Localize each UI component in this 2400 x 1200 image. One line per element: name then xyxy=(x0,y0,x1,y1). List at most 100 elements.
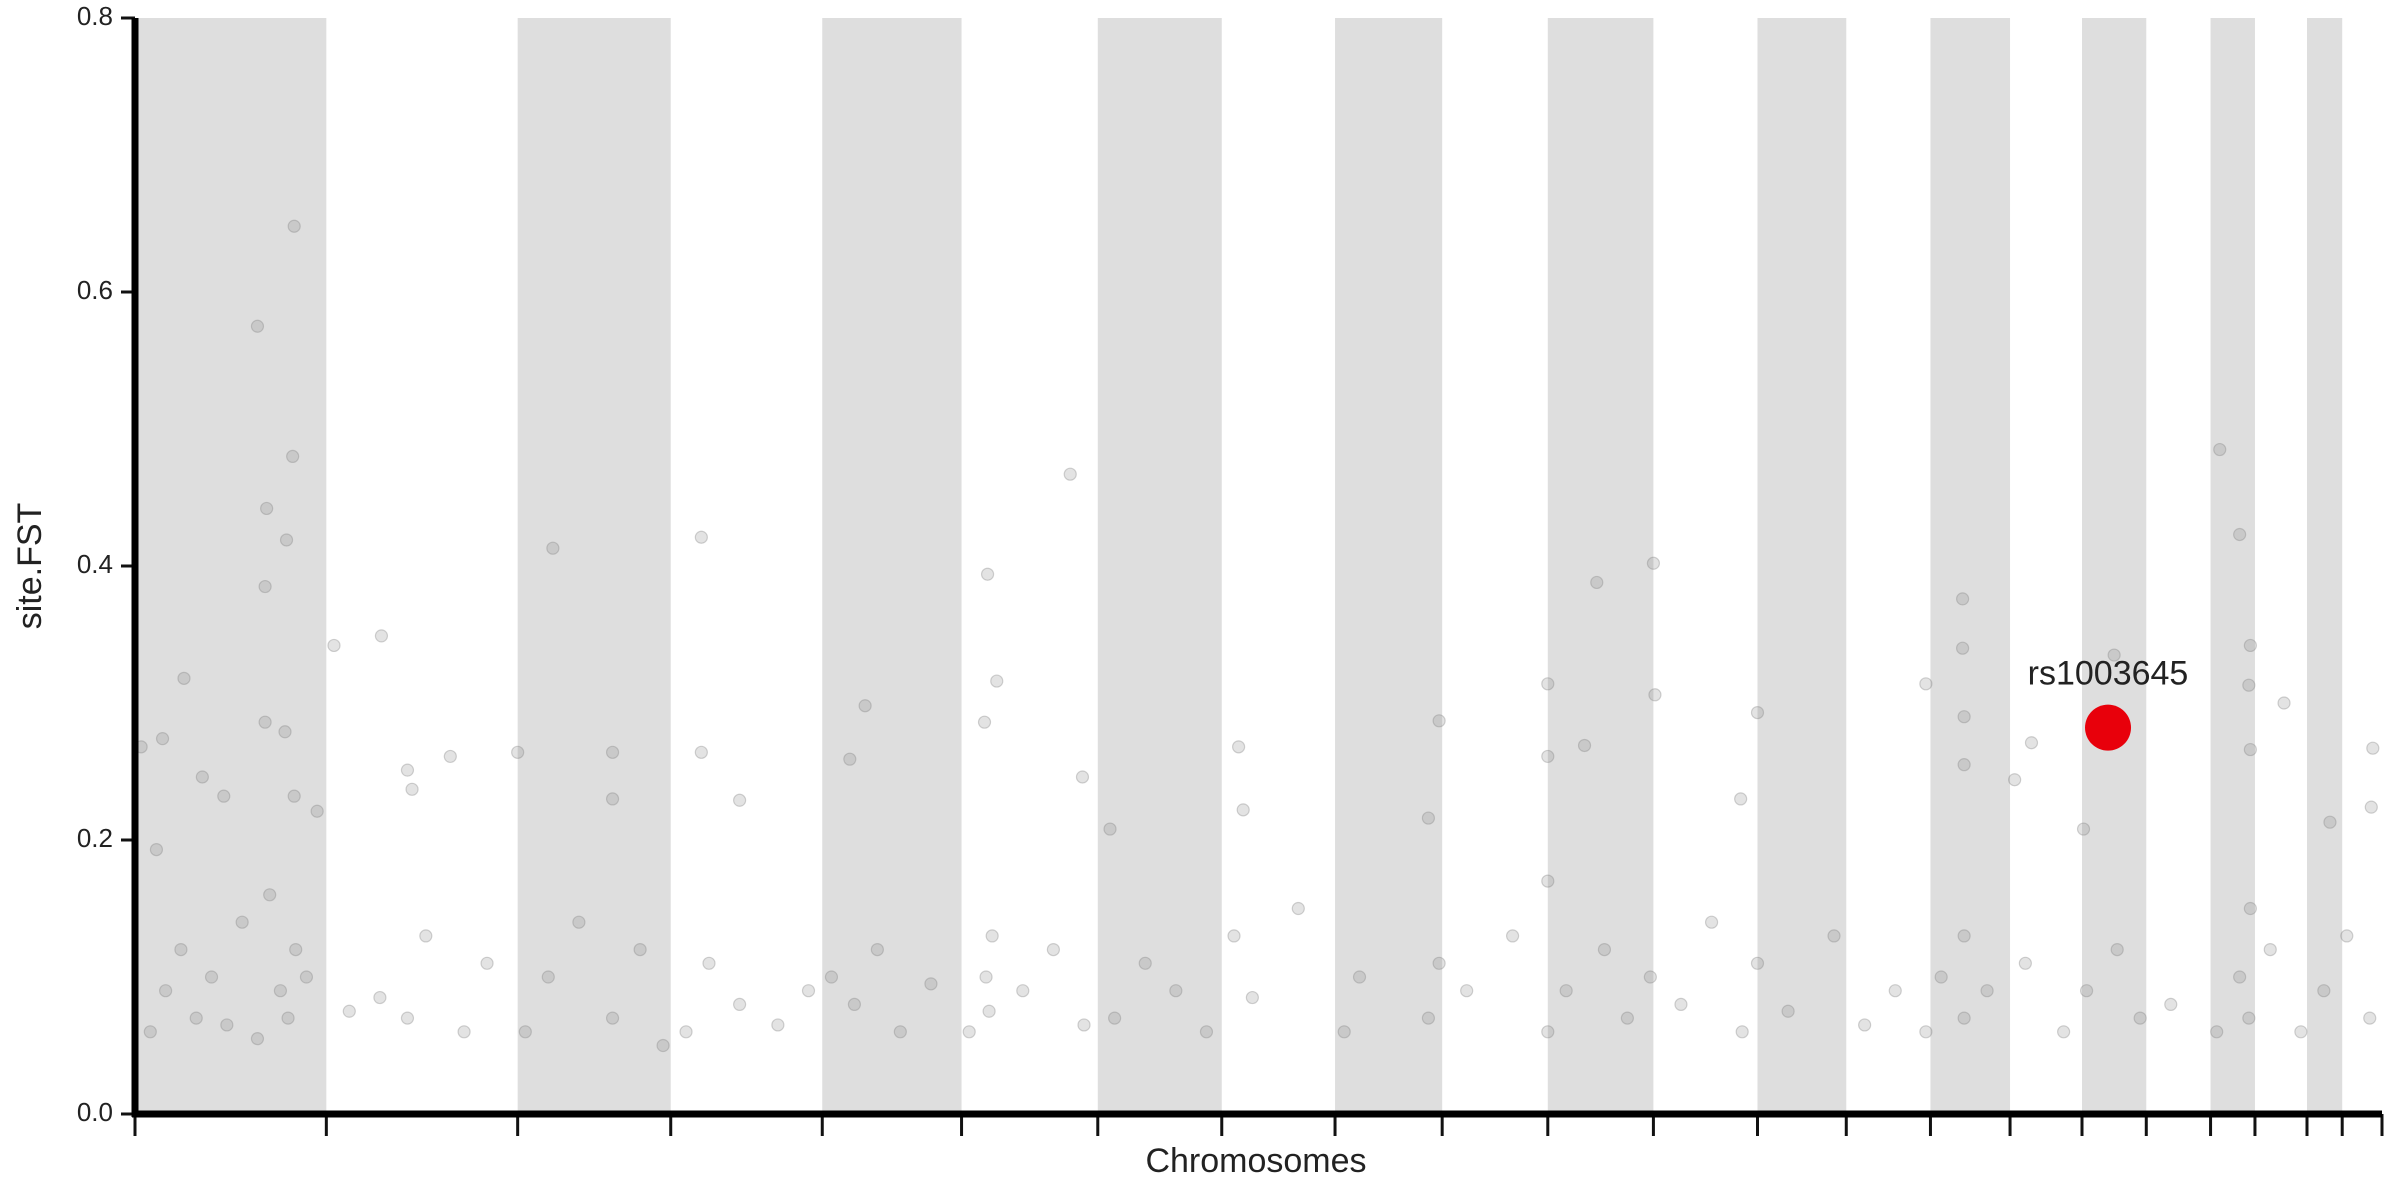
snp-point xyxy=(1957,710,1971,724)
snp-point xyxy=(1108,1011,1122,1025)
snp-point xyxy=(605,745,620,759)
snp-point xyxy=(1674,997,1688,1012)
snp-point xyxy=(2024,736,2039,750)
snp-point xyxy=(419,929,433,943)
y-axis-label: site.FST xyxy=(11,503,49,630)
snp-point xyxy=(1734,792,1748,806)
snp-point xyxy=(1704,915,1719,929)
snp-point xyxy=(1643,970,1657,984)
snp-point xyxy=(2243,901,2257,916)
snp-point xyxy=(2233,970,2247,984)
snp-point xyxy=(572,915,586,929)
snp-point xyxy=(2210,1025,2224,1039)
snp-point xyxy=(287,789,301,803)
snp-point xyxy=(286,449,300,463)
snp-point xyxy=(443,749,457,764)
snp-point xyxy=(400,763,415,777)
snp-point xyxy=(979,970,993,984)
snp-point xyxy=(2079,984,2094,998)
snp-point xyxy=(1291,901,1305,916)
point-layer xyxy=(134,219,2380,1053)
band-layer xyxy=(135,18,2343,1114)
snp-point xyxy=(1421,811,1436,825)
snp-point xyxy=(143,1025,157,1039)
snp-point xyxy=(287,219,301,233)
snp-point xyxy=(1750,956,1765,970)
snp-point xyxy=(733,997,747,1012)
snp-point xyxy=(924,977,938,991)
snp-point xyxy=(1919,1025,1933,1039)
snp-point xyxy=(962,1025,976,1039)
snp-point xyxy=(2110,942,2124,957)
chromosome-band xyxy=(135,18,327,1114)
snp-point xyxy=(980,567,995,581)
snp-point xyxy=(2008,773,2022,787)
snp-point xyxy=(2076,822,2091,836)
chromosome-band xyxy=(1547,18,1654,1114)
snp-point xyxy=(1620,1011,1634,1025)
chromosome-band xyxy=(2081,18,2147,1114)
snp-point xyxy=(2057,1025,2071,1039)
snp-point xyxy=(1934,970,1948,984)
snp-point xyxy=(843,752,857,766)
snp-point xyxy=(2018,956,2032,970)
snp-point xyxy=(217,789,231,803)
snp-point xyxy=(2364,800,2378,814)
snp-point xyxy=(155,732,170,746)
snp-point xyxy=(679,1025,693,1039)
chromosome-band xyxy=(1097,18,1222,1114)
snp-point xyxy=(1597,942,1612,957)
snp-point xyxy=(1169,984,1183,998)
snp-point xyxy=(260,501,274,516)
snp-point xyxy=(1541,1025,1555,1039)
snp-point xyxy=(1919,677,1933,691)
snp-point xyxy=(656,1038,670,1053)
snp-point xyxy=(605,1011,620,1025)
snp-point xyxy=(2242,678,2256,692)
y-tick-label: 0.8 xyxy=(77,1,113,31)
y-tick-label: 0.0 xyxy=(77,1097,113,1127)
snp-point xyxy=(279,533,294,547)
snp-point xyxy=(2243,742,2257,757)
snp-point xyxy=(1781,1004,1795,1018)
snp-point xyxy=(1077,1018,1091,1032)
snp-point xyxy=(870,942,884,957)
snp-point xyxy=(342,1004,356,1018)
snp-point xyxy=(2233,527,2247,542)
snp-point xyxy=(373,990,387,1005)
chromosome-band xyxy=(1757,18,1847,1114)
snp-point xyxy=(310,804,324,818)
snp-point xyxy=(1541,749,1555,764)
y-tick-label: 0.4 xyxy=(77,549,113,579)
snp-point xyxy=(2317,984,2331,998)
snp-point xyxy=(1432,956,1446,970)
snp-point xyxy=(263,888,277,902)
snp-point xyxy=(1232,740,1246,754)
snp-point xyxy=(1352,970,1367,984)
y-tick-label: 0.2 xyxy=(77,823,113,853)
snp-point xyxy=(2164,997,2178,1012)
snp-point xyxy=(1648,688,1662,702)
snp-point xyxy=(694,745,708,759)
snp-point xyxy=(985,929,999,943)
snp-point xyxy=(1956,641,1970,655)
snp-point xyxy=(633,942,647,957)
snp-point xyxy=(2107,648,2121,662)
snp-point xyxy=(541,970,555,984)
snp-point xyxy=(694,530,708,544)
snp-point xyxy=(1577,738,1592,753)
snp-point xyxy=(278,725,292,739)
snp-point xyxy=(982,1004,996,1018)
snp-point xyxy=(1432,714,1446,728)
snp-point xyxy=(195,770,209,784)
snp-point xyxy=(174,942,188,957)
snp-point xyxy=(2323,815,2337,829)
snp-point xyxy=(258,715,272,729)
chromosome-band xyxy=(2306,18,2343,1114)
snp-point xyxy=(1750,705,1765,720)
snp-point xyxy=(858,699,872,713)
snp-point xyxy=(299,970,314,984)
snp-point xyxy=(990,674,1004,688)
snp-point xyxy=(2363,1011,2377,1025)
